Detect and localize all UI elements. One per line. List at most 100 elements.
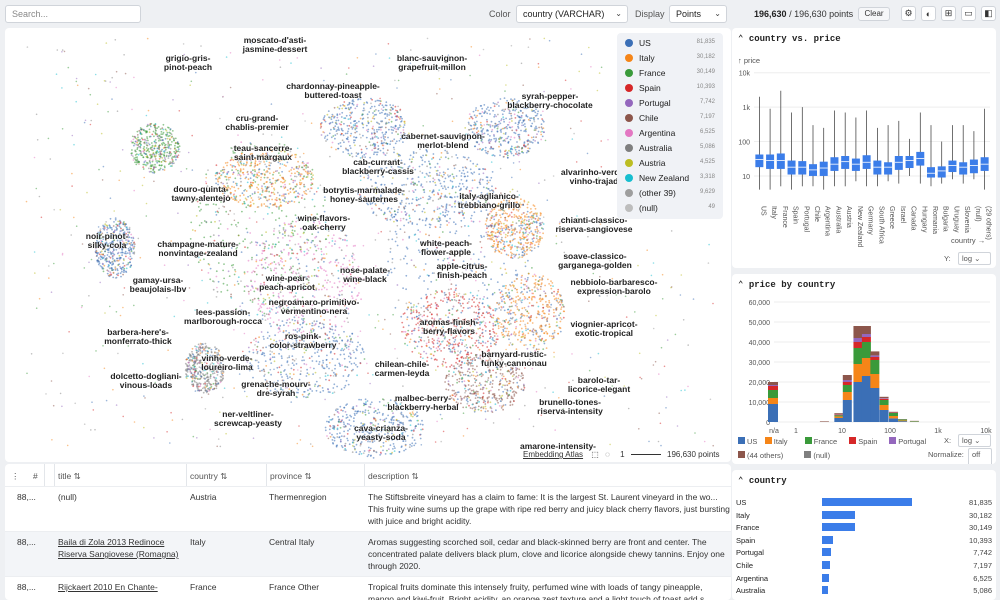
box-body[interactable] — [841, 156, 850, 169]
histogram-bar[interactable] — [879, 396, 889, 399]
collapse-icon[interactable]: ⌃ — [738, 476, 744, 486]
legend-item[interactable]: Portugal 7,742 — [623, 96, 717, 111]
histogram-bar[interactable] — [842, 380, 852, 382]
legend-item[interactable]: Australia 5,086 — [623, 141, 717, 156]
col-header-description[interactable]: description ⇅ — [365, 464, 731, 486]
legend-item[interactable]: (other 39) 9,629 — [623, 186, 717, 201]
select-icon[interactable]: ⬚ — [591, 450, 599, 459]
country-count-row[interactable]: Chile 7,197 — [732, 559, 996, 572]
legend-item[interactable]: Austria 4,525 — [623, 156, 717, 171]
theme-icon[interactable]: ◐ — [921, 6, 936, 21]
histogram-bar[interactable] — [834, 415, 844, 417]
normalize-select[interactable]: off ⌄ — [968, 448, 992, 464]
histogram-bar[interactable] — [853, 382, 863, 422]
sort-icon[interactable]: ⇅ — [411, 471, 419, 481]
country-count-row[interactable]: Argentina 6,525 — [732, 572, 996, 585]
histogram-legend-item[interactable]: US — [738, 437, 757, 446]
box-body[interactable] — [755, 154, 764, 168]
legend-item[interactable]: Italy 30,182 — [623, 51, 717, 66]
country-count-row[interactable]: France 30,149 — [732, 521, 996, 534]
country-count-row[interactable]: Italy 30,182 — [732, 509, 996, 522]
histogram-bar[interactable] — [834, 416, 844, 418]
histogram-bar[interactable] — [768, 404, 778, 422]
boxplot-chart[interactable]: 10k 1k 100 10 US Italy France Spain Portugal Chil… — [732, 28, 996, 268]
histogram-bar[interactable] — [853, 342, 863, 348]
panel-right-icon[interactable]: ◧ — [981, 6, 996, 21]
histogram-bar[interactable] — [768, 386, 778, 390]
histogram-bar[interactable] — [842, 382, 852, 385]
box-body[interactable] — [937, 166, 946, 178]
box-body[interactable] — [776, 153, 785, 169]
box-body[interactable] — [766, 154, 775, 169]
display-select[interactable]: Points ⌄ — [669, 5, 727, 23]
histogram-bar[interactable] — [879, 405, 889, 410]
box-body[interactable] — [959, 162, 968, 175]
histogram-legend-item[interactable]: France — [804, 437, 837, 446]
sort-icon[interactable]: ⇅ — [220, 471, 228, 481]
box-body[interactable] — [851, 158, 860, 171]
table-menu-icon[interactable]: ⋮ — [5, 464, 45, 486]
histogram-bar[interactable] — [842, 400, 852, 422]
table-row[interactable]: 88,... Baila di Zola 2013 Redinoce Riser… — [5, 531, 731, 576]
embedding-atlas-link[interactable]: Embedding Atlas — [523, 450, 584, 459]
legend-item[interactable]: New Zealand 3,318 — [623, 171, 717, 186]
box-body[interactable] — [819, 161, 828, 176]
box-body[interactable] — [884, 162, 893, 175]
histogram-chart[interactable]: 60,000 50,000 40,000 30,000 20,000 10,000 0n/a… — [732, 274, 996, 464]
box-body[interactable] — [927, 167, 935, 178]
histogram-bar[interactable] — [888, 411, 898, 413]
histogram-bar[interactable] — [834, 414, 844, 416]
histogram-bar[interactable] — [870, 355, 880, 357]
legend-item[interactable]: France 30,149 — [623, 66, 717, 81]
col-header-country[interactable]: country ⇅ — [187, 464, 267, 486]
country-count-row[interactable]: Spain 10,393 — [732, 534, 996, 547]
histogram-bar[interactable] — [879, 410, 889, 422]
histogram-bar[interactable] — [861, 342, 871, 358]
histogram-bar[interactable] — [888, 418, 898, 422]
histogram-legend-item[interactable]: (44 others) — [738, 451, 783, 460]
histogram-legend-item[interactable]: Portugal — [889, 437, 926, 446]
histogram-bar[interactable] — [870, 357, 880, 360]
histogram-legend-item[interactable]: Spain — [849, 437, 877, 446]
table-row[interactable]: 88,... (null) Austria Thermenregion The … — [5, 486, 731, 531]
box-body[interactable] — [798, 161, 807, 175]
histogram-bar[interactable] — [861, 376, 871, 422]
legend-item[interactable]: Argentina 6,525 — [623, 126, 717, 141]
box-body[interactable] — [969, 159, 978, 174]
country-count-row[interactable]: US 81,835 — [732, 496, 996, 509]
y-scale-select[interactable]: log ⌄ — [958, 252, 991, 265]
scatter-canvas[interactable] — [5, 28, 731, 462]
histogram-bar[interactable] — [898, 419, 908, 421]
histogram-bar[interactable] — [853, 364, 863, 382]
histogram-bar[interactable] — [768, 382, 778, 385]
lasso-icon[interactable]: ◌ — [605, 450, 610, 459]
country-count-row[interactable]: Australia 5,086 — [732, 584, 996, 597]
histogram-bar[interactable] — [768, 398, 778, 404]
col-header-province[interactable]: province ⇅ — [267, 464, 365, 486]
legend-item[interactable]: Spain 10,393 — [623, 81, 717, 96]
embedding-map[interactable]: moscato-d'asti-jasmine-dessert grigio-gri… — [5, 28, 731, 462]
box-body[interactable] — [948, 160, 957, 173]
histogram-bar[interactable] — [870, 360, 880, 374]
histogram-bar[interactable] — [834, 418, 844, 422]
histogram-bar[interactable] — [853, 326, 863, 338]
table-row[interactable]: 88,... Rijckaert 2010 En Chante- France … — [5, 576, 731, 600]
sort-icon[interactable]: ⇅ — [304, 471, 312, 481]
histogram-bar[interactable] — [861, 326, 871, 334]
legend-item[interactable]: (null) 49 — [623, 201, 717, 216]
clear-button[interactable]: Clear — [858, 7, 890, 21]
sort-icon[interactable]: ⇅ — [73, 471, 81, 481]
histogram-bar[interactable] — [870, 374, 880, 388]
histogram-bar[interactable] — [861, 358, 871, 376]
panel-bottom-icon[interactable]: ▭ — [961, 6, 976, 21]
layout-icon[interactable]: ⊞ — [941, 6, 956, 21]
histogram-bar[interactable] — [870, 388, 880, 422]
histogram-bar[interactable] — [861, 337, 871, 342]
row-title-link[interactable]: Baila di Zola 2013 Redinoce Riserva Sang… — [58, 537, 179, 559]
histogram-bar[interactable] — [842, 392, 852, 400]
histogram-bar[interactable] — [819, 421, 829, 422]
x-scale-select[interactable]: log ⌄ — [958, 434, 991, 447]
legend-item[interactable]: Chile 7,197 — [623, 111, 717, 126]
legend-item[interactable]: US 81,835 — [623, 36, 717, 51]
histogram-bar[interactable] — [842, 385, 852, 392]
